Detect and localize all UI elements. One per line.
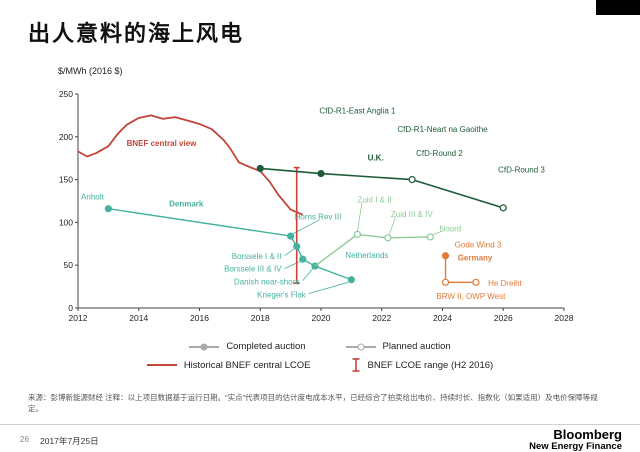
data-point-marker [426, 233, 434, 241]
bnef-logo: Bloomberg New Energy Finance [529, 428, 622, 452]
data-point-marker [353, 230, 362, 238]
data-point-marker [384, 234, 392, 242]
data-point-marker [299, 255, 307, 263]
chart-annotation: Borssele III & IV [224, 265, 282, 274]
label-pointer-line [302, 267, 314, 281]
bnef-logo-line1: Bloomberg [553, 427, 622, 442]
offshore-wind-lcoe-chart: 0 50 100 150 200 250 2012 2014 2016 2018 2020 2022 2… [59, 89, 574, 323]
legend-label-historical: Historical BNEF central LCOE [183, 359, 311, 371]
chart-annotation: Zuid III & IV [391, 210, 433, 219]
series-line [314, 233, 431, 267]
series-line [108, 208, 352, 281]
label-pointer-line [284, 247, 296, 257]
chart-annotation: BNEF central view [127, 139, 198, 148]
y-axis-tick-label: 50 [64, 260, 74, 270]
filled-dot-icon [200, 343, 208, 350]
chart-legend: Completed auction Planned auction Histor… [0, 341, 640, 373]
series-line [260, 167, 504, 209]
footer: 26 2017年7月25日 Bloomberg New Energy Finan… [0, 424, 640, 452]
chart-annotation: BRW II, OWP West [436, 292, 506, 301]
completed-auction-marker-icon [189, 343, 220, 350]
chart-annotation: Denmark [169, 200, 204, 209]
corner-decoration-bar [596, 0, 640, 15]
data-point-marker [287, 232, 295, 240]
chart-annotation: Germany [458, 253, 493, 262]
x-axis-tick-label: 2014 [129, 313, 148, 323]
label-pointer-line [293, 219, 320, 234]
chart-annotation: Danish near-shore [234, 277, 300, 286]
legend-item-range: BNEF LCOE range (H2 2016) [351, 357, 494, 373]
y-axis-tick-label: 0 [68, 303, 73, 313]
open-dot-icon [357, 343, 365, 350]
label-pointer-line [308, 281, 349, 294]
chart-annotation: Gode Wind 3 [455, 241, 502, 250]
legend-item-historical: Historical BNEF central LCOE [146, 359, 311, 371]
y-axis-unit-label: $/MWh (2016 $) [58, 66, 123, 76]
y-axis-tick-label: 200 [59, 132, 73, 142]
bnef-logo-line2: New Energy Finance [529, 440, 622, 452]
y-axis-tick-label: 250 [59, 89, 73, 99]
data-point-marker [347, 276, 355, 284]
chart-annotation: Horns Rev III [295, 212, 342, 221]
chart-annotation: CfD-R1-East Anglia 1 [319, 106, 396, 115]
legend-label-completed: Completed auction [226, 341, 306, 352]
chart-annotation: Noord [439, 224, 461, 233]
chart-annotation: CfD-Round 3 [498, 165, 545, 174]
x-axis-tick-label: 2024 [433, 313, 452, 323]
page-title: 出人意料的海上风电 [28, 21, 245, 46]
chart-annotation: U.K. [368, 153, 384, 162]
legend-row-lines: Historical BNEF central LCOE BNEF LCOE r… [146, 357, 494, 373]
y-axis-tick-label: 100 [59, 217, 73, 227]
chart-annotation: Zuid I & II [357, 195, 391, 204]
source-note: 来源：彭博新能源财经 注释：以上项目数据基于运行日期。“实点”代表项目的估计度电… [28, 393, 598, 413]
label-pointer-line [357, 202, 363, 232]
chart-annotation: Krieger's Flak [257, 290, 307, 299]
series-line [77, 114, 304, 216]
data-point-marker [472, 278, 480, 286]
data-point-marker [317, 170, 325, 178]
data-point-marker [256, 164, 264, 173]
legend-label-range: BNEF LCOE range (H2 2016) [367, 359, 494, 371]
legend-item-planned: Planned auction [345, 341, 451, 352]
label-pointer-line [388, 217, 396, 235]
lcoe-range-ibeam-icon [352, 358, 360, 372]
chart-annotation: He Dreiht [488, 279, 523, 288]
chart-annotation: CfD-R1-Neart na Gaoithe [397, 125, 488, 134]
label-pointer-line [433, 230, 443, 235]
data-point-marker [441, 252, 450, 260]
chart-annotation: Netherlands [345, 251, 388, 260]
page-number: 26 [20, 435, 29, 444]
data-point-marker [293, 242, 301, 250]
data-point-marker [441, 278, 450, 286]
data-point-marker [104, 205, 112, 213]
x-axis-tick-label: 2022 [372, 313, 391, 323]
data-point-marker [408, 175, 416, 184]
label-pointer-line [284, 260, 302, 269]
legend-item-completed: Completed auction [189, 341, 306, 352]
x-axis-tick-label: 2026 [494, 313, 513, 323]
chart-annotation: Borssele I & II [232, 252, 282, 261]
historical-lcoe-line-icon [146, 364, 177, 366]
x-axis-tick-label: 2018 [251, 313, 270, 323]
data-point-marker [499, 204, 507, 212]
x-axis-tick-label: 2020 [312, 313, 331, 323]
x-axis-tick-label: 2028 [555, 313, 574, 323]
chart-annotation: CfD-Round 2 [416, 149, 463, 158]
x-axis-tick-label: 2012 [69, 313, 88, 323]
chart-annotation: Anholt [81, 193, 104, 202]
y-axis-tick-label: 150 [59, 175, 73, 185]
planned-auction-marker-icon [345, 343, 376, 350]
legend-row-markers: Completed auction Planned auction [189, 341, 451, 352]
legend-label-planned: Planned auction [382, 341, 451, 352]
slide-date: 2017年7月25日 [40, 436, 99, 446]
x-axis-tick-label: 2016 [190, 313, 209, 323]
